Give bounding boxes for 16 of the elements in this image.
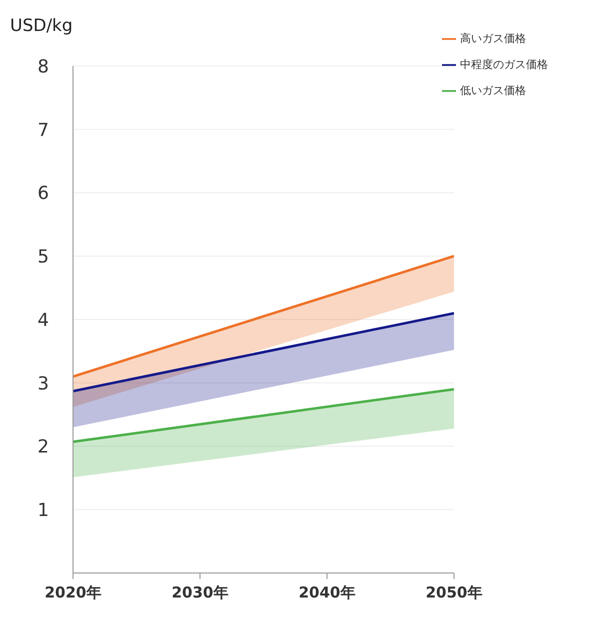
y-tick-label: 5: [38, 246, 49, 268]
y-tick-label: 6: [38, 183, 49, 204]
legend-label: 中程度のガス価格: [460, 58, 548, 71]
y-tick-label: 7: [38, 120, 49, 141]
y-tick-label: 8: [38, 56, 49, 78]
legend-label: 高いガス価格: [460, 32, 526, 45]
x-tick-label: 2030年: [172, 584, 228, 602]
y-tick-label: 1: [38, 500, 49, 522]
x-tick-label: 2020年: [44, 584, 102, 602]
y-tick-label: 4: [38, 310, 49, 331]
y-axis-title: USD/kg: [10, 16, 73, 36]
x-tick-label: 2040年: [298, 584, 356, 602]
y-tick-label: 2: [38, 436, 49, 458]
y-tick-label: 3: [38, 373, 49, 394]
x-tick-label: 2050年: [426, 584, 482, 602]
legend-label: 低いガス価格: [460, 84, 526, 97]
